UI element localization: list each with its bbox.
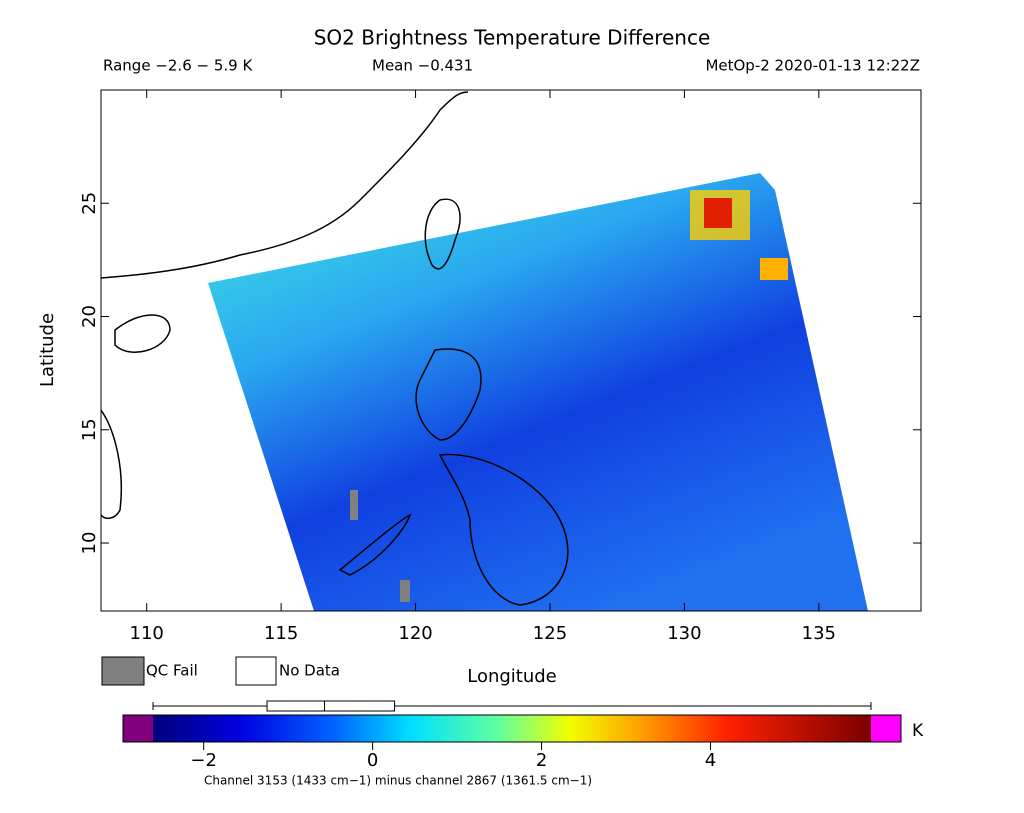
y-tick-label: 20 [79,305,100,328]
qc-fail [400,580,410,602]
y-tick-label: 15 [79,418,100,441]
x-tick-label: 130 [667,623,701,644]
x-axis-label: Longitude [467,666,557,687]
coastline [415,348,482,441]
map-content [101,91,868,611]
source: MetOp-2 2020-01-13 12:22Z [705,57,920,75]
coastline [114,314,171,353]
legend-label: QC Fail [146,662,198,680]
colorbar-frame [122,714,902,743]
legend-label: No Data [279,662,340,680]
y-axis-label: Latitude [37,313,58,387]
range: Range −2.6 − 5.9 K [103,57,253,75]
title: SO2 Brightness Temperature Difference [314,26,711,50]
y-tick-label: 10 [79,532,100,555]
x-tick-label: 120 [398,623,432,644]
x-tick-label: 135 [802,623,836,644]
colorbar-tick-label: 0 [367,750,378,771]
so2-plume [704,198,732,228]
colorbar-unit: K [912,721,924,741]
colorbar [153,715,871,742]
x-tick-label: 110 [130,623,164,644]
map-frame [100,89,922,612]
coastline [424,198,461,270]
coastline [438,453,569,606]
colorbar-tick-label: 2 [536,750,547,771]
box [266,700,396,712]
coastline [101,409,123,520]
coastline [101,91,469,279]
x-tick-label: 115 [264,623,298,644]
legend-swatch [235,656,277,686]
colorbar-under [123,715,153,742]
colorbar-tick-label: −2 [190,750,217,771]
colorbar-over [871,715,901,742]
qc-fail [350,490,358,520]
colorbar-tick-label: 4 [705,750,716,771]
axes: 110 115 120 125 130 135 10 15 20 25 [79,90,921,644]
colorbar-axis: −2 0 2 4 [152,700,872,771]
x-tick-label: 125 [533,623,567,644]
so2-plume [760,258,788,280]
coastline [338,513,412,576]
y-tick-label: 25 [79,192,100,215]
mean: Mean −0.431 [372,57,473,75]
swath [208,173,868,611]
legend-swatch [101,656,145,686]
footnote: Channel 3153 (1433 cm−1) minus channel 2… [204,774,592,788]
